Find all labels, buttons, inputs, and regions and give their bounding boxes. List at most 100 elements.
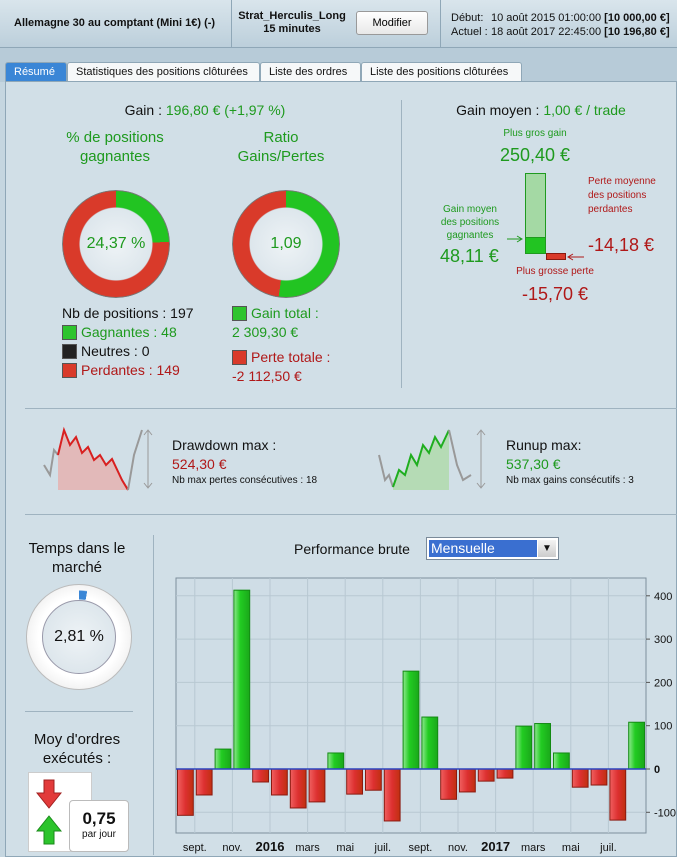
total-gain: 2 309,30 € <box>232 324 299 340</box>
win-pct-title: % de positions gagnantes <box>66 129 164 165</box>
bar-2017-03 <box>534 723 552 770</box>
bar-2017-04 <box>553 752 570 770</box>
bar-2016-10 <box>440 768 458 800</box>
divider <box>25 408 677 409</box>
bar-2017-05 <box>571 768 589 788</box>
y-tick-label: 200 <box>654 677 672 689</box>
losers: Perdantes : 149 <box>81 362 180 378</box>
red-swatch-icon <box>232 350 247 365</box>
runup-value: 537,30 € <box>506 456 561 472</box>
tab-closed-stats[interactable]: Statistiques des positions clôturées <box>67 62 260 81</box>
biggest-loss: -15,70 € <box>521 284 589 304</box>
avg-gain-line: Gain moyen : 1,00 € / trade <box>410 102 672 118</box>
divider <box>401 100 402 388</box>
bar-2017-02 <box>515 725 533 770</box>
period-selected: Mensuelle <box>429 540 537 557</box>
chevron-down-icon[interactable]: ▼ <box>538 540 556 557</box>
bar-2016-12 <box>477 768 495 782</box>
green-swatch-icon <box>62 325 77 340</box>
gain-line: Gain : 196,80 € (+1,97 %) <box>60 102 350 118</box>
gain-label: Gain : <box>124 102 162 118</box>
loss-bar <box>546 253 566 260</box>
perf-label: Performance brute <box>294 541 410 557</box>
x-tick-label: 2016 <box>256 839 285 854</box>
arrow-right-icon <box>507 235 523 243</box>
bar-2016-04 <box>327 752 345 770</box>
market-time-title: Temps dans le marché <box>28 540 126 576</box>
total-gain-label: Gain total : <box>251 305 319 321</box>
x-tick-label: juil. <box>374 842 392 854</box>
x-tick-label: mars <box>521 842 546 854</box>
bar-2017-01 <box>496 768 514 779</box>
timeframe: 15 minutes <box>263 23 321 35</box>
biggest-loss-label: Plus grosse perte <box>516 266 594 277</box>
green-swatch-icon <box>232 306 247 321</box>
orders-rate-box: 0,75 par jour <box>69 800 129 852</box>
bar-2016-09 <box>421 716 439 770</box>
modify-button[interactable]: Modifier <box>356 11 428 35</box>
biggest-gain: 250,40 € <box>499 145 571 165</box>
avg-title: Gain moyen : <box>456 102 540 118</box>
avg-loss-label: Perte moyenne des positions perdantes <box>588 176 656 215</box>
drawdown-sparkline-icon <box>43 426 153 491</box>
current-label: Actuel : <box>451 26 488 38</box>
x-tick-label: mai <box>336 842 354 854</box>
ratio-value: 1,09 <box>250 208 322 280</box>
avg-win: 48,11 € <box>440 246 499 266</box>
start-label: Début: <box>451 12 484 24</box>
bar-2016-06 <box>365 768 382 791</box>
x-tick-label: juil. <box>599 842 617 854</box>
bar-2017-07 <box>609 768 627 821</box>
bar-2015-08 <box>177 768 194 816</box>
total-loss: -2 112,50 € <box>232 368 302 384</box>
x-tick-label: sept. <box>183 842 207 854</box>
avg-loss: -14,18 € <box>588 235 655 255</box>
positions-legend: Nb de positions : 197 Gagnantes : 48 Neu… <box>62 304 194 380</box>
winners: Gagnantes : 48 <box>81 324 177 340</box>
period-info: Début: 10 août 2015 01:00:00 [10 000,00 €… <box>451 11 670 39</box>
bar-2015-09 <box>195 768 213 796</box>
total-loss-label: Perte totale : <box>251 349 331 365</box>
arrow-left-icon <box>567 253 584 261</box>
x-tick-label: sept. <box>408 842 432 854</box>
bar-2016-02 <box>289 768 307 809</box>
biggest-gain-label: Plus gros gain <box>503 128 567 139</box>
x-tick-label: 2017 <box>481 839 510 854</box>
instrument-name: Allemagne 30 au comptant (Mini 1€) (-) <box>14 17 216 29</box>
drawdown-label: Drawdown max : <box>172 437 277 453</box>
x-tick-label: mai <box>562 842 580 854</box>
y-tick-label: 400 <box>654 591 672 603</box>
avg-win-label: Gain moyen des positions gagnantes <box>440 204 500 241</box>
arrow-up-icon <box>36 815 62 845</box>
bar-2016-03 <box>308 768 326 803</box>
gain-value: 196,80 € (+1,97 %) <box>165 102 286 118</box>
performance-chart: -100 0 100 200 300 400 sept. nov. 2016 mars mai jui… <box>175 577 676 854</box>
x-tick-label: nov. <box>222 842 242 854</box>
tab-closed-positions[interactable]: Liste des positions clôturées <box>361 62 522 81</box>
divider <box>25 514 677 515</box>
market-time-value: 2,81 % <box>42 600 116 674</box>
bar-2016-08 <box>402 670 420 770</box>
y-tick-label: 0 <box>654 764 660 776</box>
win-pct-value: 24,37 % <box>80 208 152 280</box>
runup-sparkline-icon <box>378 429 486 490</box>
ratio-title: Ratio Gains/Pertes <box>237 129 325 165</box>
orders-unit: par jour <box>82 829 116 840</box>
nb-positions: Nb de positions : 197 <box>62 305 194 321</box>
strategy-info: Strat_Herculis_Long 15 minutes <box>236 10 348 36</box>
start-date: 10 août 2015 01:00:00 <box>491 12 602 24</box>
tab-orders[interactable]: Liste des ordres <box>260 62 361 81</box>
period-select[interactable]: Mensuelle ▼ <box>426 537 559 560</box>
y-tick-label: 100 <box>654 721 672 733</box>
strategy-name: Strat_Herculis_Long <box>238 10 346 22</box>
header: Allemagne 30 au comptant (Mini 1€) (-) S… <box>0 0 677 48</box>
neutral: Neutres : 0 <box>81 343 150 359</box>
bar-2016-01 <box>271 768 288 796</box>
bar-2017-06 <box>590 768 608 786</box>
bar-2015-10 <box>214 748 232 770</box>
tab-resume[interactable]: Résumé <box>5 62 67 81</box>
x-tick-label: mars <box>295 842 320 854</box>
divider <box>25 711 133 712</box>
bar-2016-05 <box>346 768 363 795</box>
x-tick-label: nov. <box>448 842 468 854</box>
